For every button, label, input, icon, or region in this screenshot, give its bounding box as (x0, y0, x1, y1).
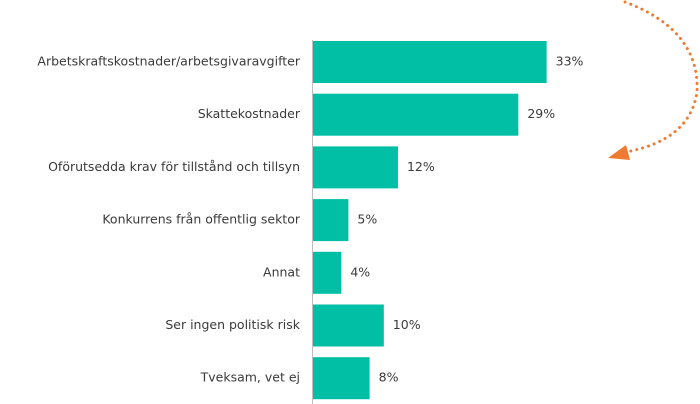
category-label: Annat (263, 264, 300, 279)
category-label: Skattekostnader (198, 106, 301, 121)
value-label: 12% (407, 159, 435, 174)
decorative-arrow (608, 0, 699, 160)
category-label: Konkurrens från offentlig sektor (102, 212, 301, 227)
bar (313, 251, 342, 294)
category-label: Ser ingen politisk risk (165, 317, 300, 332)
category-label: Oförutsedda krav för tillstånd och tills… (48, 159, 300, 174)
value-label: 33% (556, 54, 584, 69)
arrow-head (608, 145, 630, 160)
category-label: Tveksam, vet ej (200, 370, 300, 385)
value-label: 29% (527, 106, 555, 121)
value-label: 5% (357, 212, 377, 227)
bar (313, 357, 370, 400)
bar (313, 93, 519, 136)
value-label: 8% (379, 370, 399, 385)
bar (313, 41, 547, 83)
bar (313, 199, 349, 242)
category-label: Arbetskraftskostnader/arbetsgivaravgifte… (37, 54, 300, 69)
dotted-arc (623, 0, 699, 154)
value-label: 10% (393, 317, 421, 332)
value-label: 4% (350, 264, 370, 279)
bar (313, 146, 398, 189)
bar (313, 304, 384, 347)
